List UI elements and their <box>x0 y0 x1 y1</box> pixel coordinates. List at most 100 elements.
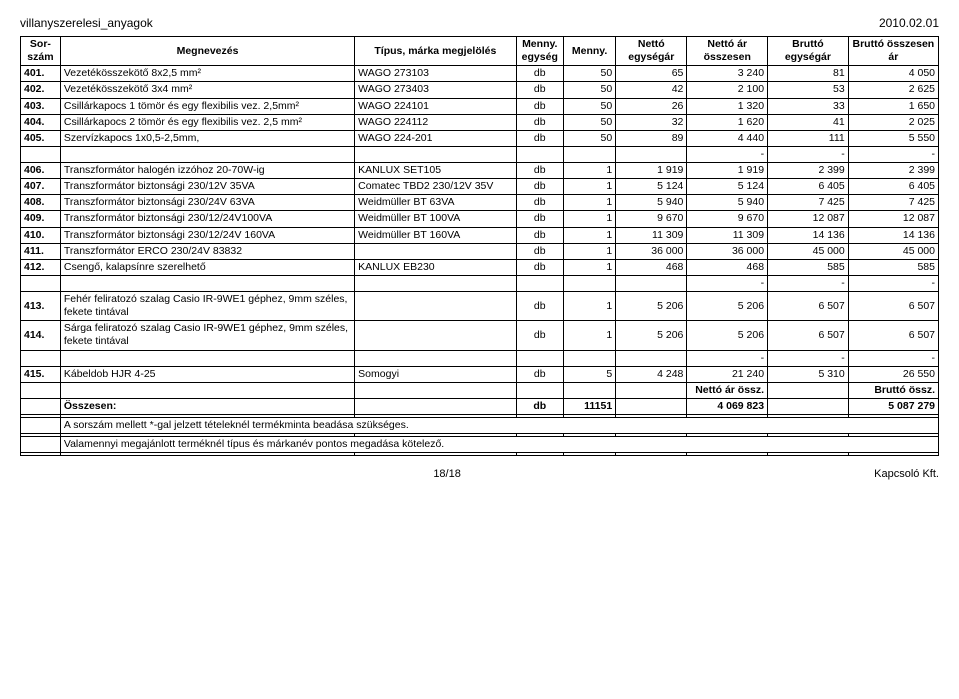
table-row: 403.Csillárkapocs 1 tömör és egy flexibi… <box>21 98 939 114</box>
cell-brutto-egysegar: 14 136 <box>768 227 849 243</box>
cell-menny-egyseg <box>516 350 563 366</box>
cell-empty <box>21 418 61 434</box>
cell-sorszam: 404. <box>21 114 61 130</box>
cell-tipus <box>355 292 516 321</box>
col-netto-osszesen: Nettó ár összesen <box>687 37 768 66</box>
cell-megnevezes: Transzformátor biztonsági 230/24V 63VA <box>60 195 354 211</box>
cell-sorszam: 401. <box>21 66 61 82</box>
cell-tipus: KANLUX EB230 <box>355 259 516 275</box>
cell-netto-egysegar: 89 <box>616 130 687 146</box>
totals-label-row: Nettó ár össz.Bruttó össz. <box>21 382 939 398</box>
cell-empty <box>687 453 768 456</box>
cell-sorszam: 411. <box>21 243 61 259</box>
cell-tipus <box>355 350 516 366</box>
cell-megnevezes: Kábeldob HJR 4-25 <box>60 366 354 382</box>
cell-megnevezes: Szervízkapocs 1x0,5-2,5mm, <box>60 130 354 146</box>
table-row: 411.Transzformátor ERCO 230/24V 83832db1… <box>21 243 939 259</box>
totals-row: Összesen:db111514 069 8235 087 279 <box>21 398 939 414</box>
cell-brutto-egysegar: - <box>768 350 849 366</box>
cell-netto-egysegar: 11 309 <box>616 227 687 243</box>
cell-megnevezes: Transzformátor biztonsági 230/12/24V 160… <box>60 227 354 243</box>
cell-menny-egyseg: db <box>516 321 563 350</box>
cell-brutto-osszesen: 1 650 <box>848 98 938 114</box>
cell-menny-egyseg: db <box>516 130 563 146</box>
cell-menny <box>564 146 616 162</box>
cell-empty <box>768 453 849 456</box>
cell-netto-osszesen: 5 124 <box>687 179 768 195</box>
cell-megnevezes: Fehér feliratozó szalag Casio IR-9WE1 gé… <box>60 292 354 321</box>
cell-empty <box>564 453 616 456</box>
cell-brutto-osszesen: 6 405 <box>848 179 938 195</box>
cell-brutto-egysegar: 6 507 <box>768 292 849 321</box>
footer-center: 18/18 <box>433 468 461 480</box>
cell-sorszam <box>21 146 61 162</box>
cell-empty <box>21 437 61 453</box>
cell-brutto-osszesen: - <box>848 350 938 366</box>
cell-netto-osszesen: 1 620 <box>687 114 768 130</box>
cell-tipus <box>355 146 516 162</box>
page-header: villanyszerelesi_anyagok 2010.02.01 <box>20 16 939 30</box>
cell-brutto-egysegar: 111 <box>768 130 849 146</box>
cell-brutto-egysegar: 45 000 <box>768 243 849 259</box>
cell-sorszam: 405. <box>21 130 61 146</box>
table-row: 414.Sárga feliratozó szalag Casio IR-9WE… <box>21 321 939 350</box>
cell-megnevezes <box>60 146 354 162</box>
cell-menny: 5 <box>564 366 616 382</box>
cell-empty <box>768 398 849 414</box>
cell-tipus: WAGO 224112 <box>355 114 516 130</box>
cell-megnevezes <box>60 350 354 366</box>
cell-brutto-egysegar: 33 <box>768 98 849 114</box>
col-netto-egysegar: Nettó egységár <box>616 37 687 66</box>
cell-brutto-egysegar: - <box>768 275 849 291</box>
cell-brutto-osszesen: 12 087 <box>848 211 938 227</box>
cell-megnevezes: Sárga feliratozó szalag Casio IR-9WE1 gé… <box>60 321 354 350</box>
cell-brutto-osszesen: 26 550 <box>848 366 938 382</box>
cell-netto-osszesen: - <box>687 350 768 366</box>
table-row: --- <box>21 275 939 291</box>
cell-netto-osszesen: 5 940 <box>687 195 768 211</box>
cell-tipus: WAGO 224101 <box>355 98 516 114</box>
header-right: 2010.02.01 <box>879 16 939 30</box>
cell-menny: 1 <box>564 243 616 259</box>
cell-brutto-egysegar: 53 <box>768 82 849 98</box>
cell-netto-osszesen: - <box>687 146 768 162</box>
note-text: A sorszám mellett *-gal jelzett tételekn… <box>60 418 938 434</box>
totals-menny: 11151 <box>564 398 616 414</box>
cell-netto-egysegar: 5 124 <box>616 179 687 195</box>
cell-megnevezes: Transzformátor biztonsági 230/12V 35VA <box>60 179 354 195</box>
cell-menny-egyseg: db <box>516 114 563 130</box>
cell-empty <box>564 382 616 398</box>
cell-empty <box>516 382 563 398</box>
cell-menny: 1 <box>564 211 616 227</box>
table-row: 413.Fehér feliratozó szalag Casio IR-9WE… <box>21 292 939 321</box>
table-row: 402.Vezetékösszekötő 3x4 mm²WAGO 273403d… <box>21 82 939 98</box>
cell-sorszam: 414. <box>21 321 61 350</box>
cell-netto-osszesen: 4 440 <box>687 130 768 146</box>
cell-menny-egyseg: db <box>516 66 563 82</box>
cell-netto-egysegar: 36 000 <box>616 243 687 259</box>
cell-netto-egysegar: 468 <box>616 259 687 275</box>
cell-netto-osszesen: 5 206 <box>687 321 768 350</box>
cell-megnevezes: Vezetékösszekötő 3x4 mm² <box>60 82 354 98</box>
cell-menny-egyseg: db <box>516 98 563 114</box>
cell-megnevezes: Transzformátor halogén izzóhoz 20-70W-ig <box>60 163 354 179</box>
cell-megnevezes: Transzformátor biztonsági 230/12/24V100V… <box>60 211 354 227</box>
blank-row <box>21 453 939 456</box>
cell-brutto-osszesen: 7 425 <box>848 195 938 211</box>
cell-netto-egysegar: 42 <box>616 82 687 98</box>
cell-brutto-osszesen: 585 <box>848 259 938 275</box>
cell-menny-egyseg: db <box>516 366 563 382</box>
page-footer: 18/18 Kapcsoló Kft. <box>20 468 939 480</box>
cell-netto-egysegar: 5 206 <box>616 321 687 350</box>
table-row: 401.Vezetékösszekötő 8x2,5 mm²WAGO 27310… <box>21 66 939 82</box>
cell-empty <box>616 398 687 414</box>
table-row: 412.Csengő, kalapsínre szerelhetőKANLUX … <box>21 259 939 275</box>
cell-netto-egysegar: 5 206 <box>616 292 687 321</box>
cell-menny: 1 <box>564 195 616 211</box>
cell-tipus: WAGO 224-201 <box>355 130 516 146</box>
cell-tipus <box>355 243 516 259</box>
cell-menny-egyseg: db <box>516 243 563 259</box>
col-tipus: Típus, márka megjelölés <box>355 37 516 66</box>
cell-tipus <box>355 275 516 291</box>
cell-empty <box>21 453 61 456</box>
